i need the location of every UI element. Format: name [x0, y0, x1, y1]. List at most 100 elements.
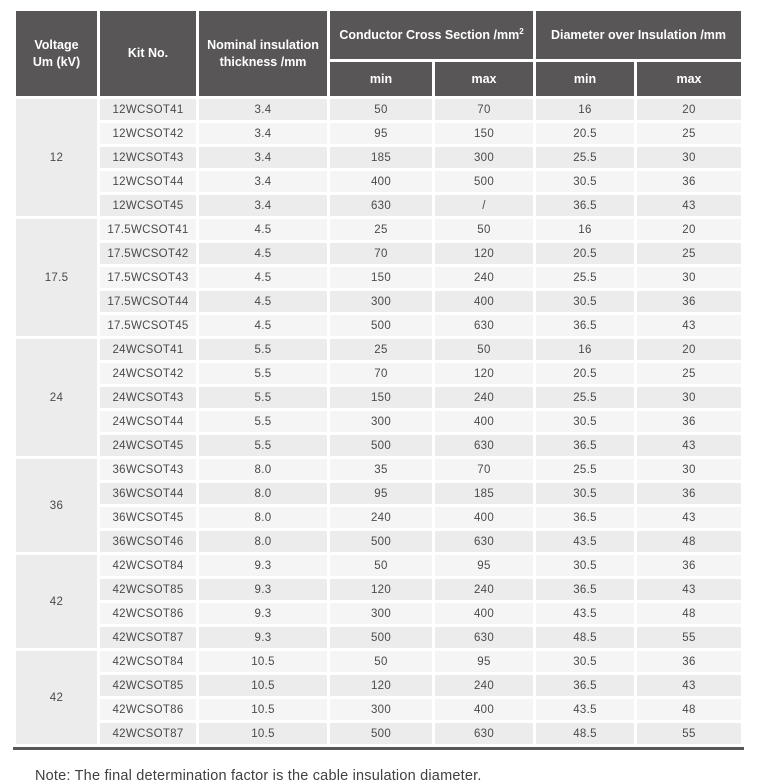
table-row: 17.5WCSOT43 4.5 150 240 25.5 30 [16, 267, 741, 288]
ccs-min-cell: 50 [330, 555, 432, 576]
ccs-min-cell: 25 [330, 219, 432, 240]
doi-min-cell: 30.5 [536, 291, 634, 312]
ccs-min-cell: 300 [330, 411, 432, 432]
kit-no-cell: 12WCSOT43 [100, 147, 196, 168]
ccs-max-cell: 300 [435, 147, 533, 168]
col-header-voltage: Voltage Um (kV) [16, 11, 97, 96]
ccs-max-cell: 240 [435, 579, 533, 600]
kit-selection-table: Voltage Um (kV) Kit No. Nominal insulati… [13, 8, 744, 747]
ccs-min-cell: 95 [330, 123, 432, 144]
ccs-min-cell: 70 [330, 363, 432, 384]
thickness-cell: 8.0 [199, 531, 327, 552]
ccs-max-cell: 500 [435, 171, 533, 192]
table-row: 24WCSOT43 5.5 150 240 25.5 30 [16, 387, 741, 408]
thickness-cell: 4.5 [199, 267, 327, 288]
doi-min-cell: 36.5 [536, 315, 634, 336]
table-row: 12WCSOT43 3.4 185 300 25.5 30 [16, 147, 741, 168]
ccs-max-cell: 400 [435, 411, 533, 432]
doi-max-cell: 55 [637, 723, 741, 744]
ccs-min-cell: 500 [330, 315, 432, 336]
doi-max-cell: 25 [637, 363, 741, 384]
voltage-group-cell: 17.5 [16, 219, 97, 336]
doi-min-cell: 25.5 [536, 459, 634, 480]
ccs-max-cell: 630 [435, 531, 533, 552]
voltage-group-cell: 36 [16, 459, 97, 552]
kit-no-cell: 42WCSOT86 [100, 603, 196, 624]
table-row: 36WCSOT44 8.0 95 185 30.5 36 [16, 483, 741, 504]
table-row: 24WCSOT45 5.5 500 630 36.5 43 [16, 435, 741, 456]
doi-max-cell: 20 [637, 99, 741, 120]
ccs-max-cell: / [435, 195, 533, 216]
ccs-min-cell: 500 [330, 531, 432, 552]
ccs-max-cell: 120 [435, 363, 533, 384]
ccs-max-cell: 70 [435, 99, 533, 120]
doi-max-cell: 48 [637, 603, 741, 624]
thickness-cell: 10.5 [199, 675, 327, 696]
ccs-min-cell: 120 [330, 579, 432, 600]
voltage-header-line1: Voltage [34, 37, 79, 52]
doi-max-cell: 43 [637, 435, 741, 456]
ccs-max-cell: 95 [435, 651, 533, 672]
col-subheader-doi-min: min [536, 62, 634, 96]
table-row: 36WCSOT45 8.0 240 400 36.5 43 [16, 507, 741, 528]
col-subheader-ccs-min: min [330, 62, 432, 96]
doi-max-cell: 25 [637, 123, 741, 144]
ccs-min-cell: 185 [330, 147, 432, 168]
table-row: 17.5WCSOT42 4.5 70 120 20.5 25 [16, 243, 741, 264]
thickness-cell: 4.5 [199, 315, 327, 336]
table-body: 12 12WCSOT41 3.4 50 70 16 20 12WCSOT42 3.4 95 150 2… [16, 99, 741, 744]
doi-max-cell: 36 [637, 483, 741, 504]
doi-min-cell: 20.5 [536, 363, 634, 384]
doi-max-cell: 30 [637, 147, 741, 168]
ccs-min-cell: 120 [330, 675, 432, 696]
ccs-max-cell: 150 [435, 123, 533, 144]
ccs-header-label: Conductor Cross Section /mm [339, 27, 520, 42]
doi-min-cell: 30.5 [536, 483, 634, 504]
ccs-min-cell: 50 [330, 99, 432, 120]
doi-max-cell: 30 [637, 387, 741, 408]
doi-max-cell: 36 [637, 291, 741, 312]
doi-min-cell: 30.5 [536, 411, 634, 432]
ccs-max-cell: 70 [435, 459, 533, 480]
thickness-cell: 5.5 [199, 411, 327, 432]
voltage-group-cell: 24 [16, 339, 97, 456]
ccs-max-cell: 50 [435, 339, 533, 360]
ccs-max-cell: 400 [435, 603, 533, 624]
ccs-min-cell: 95 [330, 483, 432, 504]
thickness-cell: 3.4 [199, 147, 327, 168]
kit-no-cell: 42WCSOT87 [100, 627, 196, 648]
table-row: 12WCSOT42 3.4 95 150 20.5 25 [16, 123, 741, 144]
table-row: 42WCSOT85 9.3 120 240 36.5 43 [16, 579, 741, 600]
doi-max-cell: 30 [637, 459, 741, 480]
table-bottom-rule [13, 747, 744, 750]
table-row: 42WCSOT85 10.5 120 240 36.5 43 [16, 675, 741, 696]
kit-no-cell: 17.5WCSOT41 [100, 219, 196, 240]
col-header-diameter-over-insulation: Diameter over Insulation /mm [536, 11, 741, 59]
table-row: 17.5WCSOT44 4.5 300 400 30.5 36 [16, 291, 741, 312]
voltage-group-cell: 42 [16, 651, 97, 744]
thickness-cell: 9.3 [199, 555, 327, 576]
ccs-max-cell: 400 [435, 699, 533, 720]
doi-min-cell: 36.5 [536, 195, 634, 216]
ccs-min-cell: 400 [330, 171, 432, 192]
thickness-cell: 4.5 [199, 291, 327, 312]
table-row: 12WCSOT44 3.4 400 500 30.5 36 [16, 171, 741, 192]
thickness-cell: 5.5 [199, 339, 327, 360]
doi-min-cell: 36.5 [536, 435, 634, 456]
table-row: 36 36WCSOT43 8.0 35 70 25.5 30 [16, 459, 741, 552]
col-subheader-doi-max: max [637, 62, 741, 96]
doi-max-cell: 25 [637, 243, 741, 264]
doi-min-cell: 48.5 [536, 627, 634, 648]
thickness-cell: 9.3 [199, 603, 327, 624]
ccs-header-superscript: 2 [519, 26, 524, 36]
ccs-min-cell: 300 [330, 291, 432, 312]
ccs-max-cell: 400 [435, 291, 533, 312]
kit-no-cell: 24WCSOT41 [100, 339, 196, 360]
doi-max-cell: 43 [637, 675, 741, 696]
table-row: 24WCSOT42 5.5 70 120 20.5 25 [16, 363, 741, 384]
ccs-min-cell: 150 [330, 267, 432, 288]
table-row: 42WCSOT86 10.5 300 400 43.5 48 [16, 699, 741, 720]
ccs-max-cell: 240 [435, 675, 533, 696]
doi-min-cell: 43.5 [536, 699, 634, 720]
